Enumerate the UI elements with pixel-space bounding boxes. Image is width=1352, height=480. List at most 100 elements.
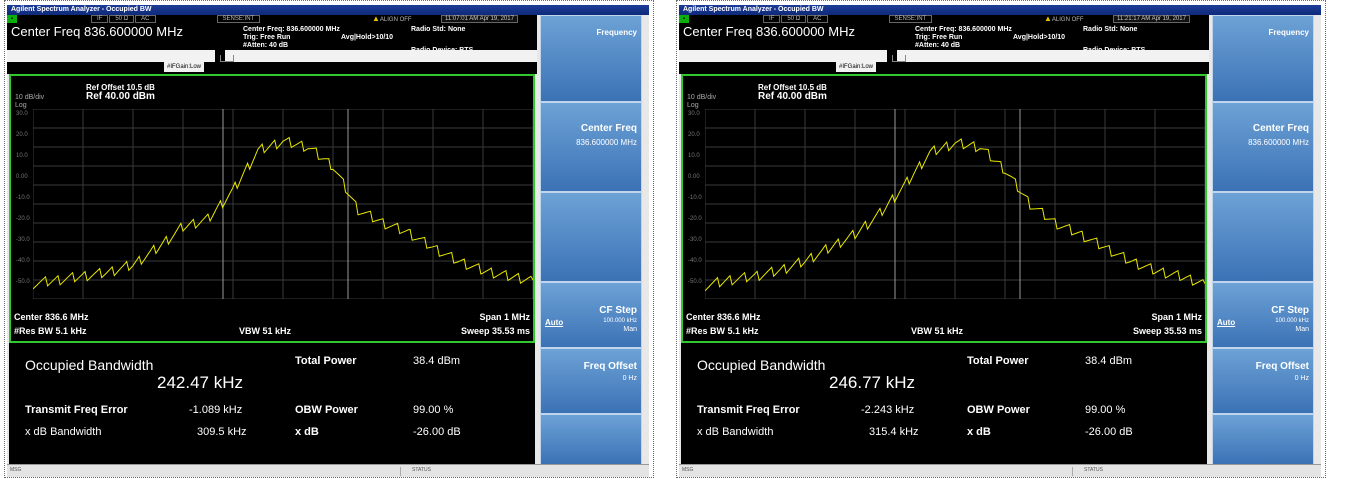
center-freq-softkey[interactable]: Center Freq 836.600000 MHz	[1212, 102, 1314, 192]
measurement-header: ▪ IF 50 Ω AC SENSE:INT ▲ALIGN OFF 11:21:…	[679, 15, 1209, 74]
y-tick-label: 10.0	[688, 153, 700, 159]
reference-info: Ref Offset 10.5 dB Ref 40.00 dBm	[758, 83, 827, 102]
softkey-panel: Frequency Center Freq 836.600000 MHz CF …	[1212, 15, 1314, 465]
occupied-bw-label: Occupied Bandwidth	[25, 357, 154, 373]
scale-per-div: 10 dB/div	[687, 94, 717, 101]
xdb-label: x dB	[967, 426, 991, 438]
header-strip-left	[7, 50, 215, 62]
center-label: Center 836.6 MHz	[14, 312, 89, 322]
center-freq-small: Center Freq: 836.600000 MHz	[915, 26, 1012, 33]
center-freq-softkey[interactable]: Center Freq 836.600000 MHz	[540, 102, 642, 192]
cf-step-value: 100.000 kHz	[1275, 318, 1309, 324]
spectrum-plot[interactable]: Ref Offset 10.5 dB Ref 40.00 dBm 10 dB/d…	[9, 74, 535, 343]
impedance-cell: 50 Ω	[781, 15, 807, 23]
center-freq-softkey-value: 836.600000 MHz	[1248, 138, 1309, 147]
if-gain: #IFGain:Low	[836, 62, 877, 72]
obw-power-label: OBW Power	[295, 404, 358, 416]
impedance-cell: 50 Ω	[109, 15, 135, 23]
status-box: STATUS	[412, 467, 431, 473]
reference-info: Ref Offset 10.5 dB Ref 40.00 dBm	[86, 83, 155, 102]
ref-offset: Ref Offset 10.5 dB	[86, 83, 155, 92]
msg-box: MSG	[679, 467, 1073, 476]
blank-softkey[interactable]	[540, 414, 642, 465]
y-tick-label: -20.0	[16, 216, 30, 222]
status-bar: MSG STATUS	[7, 464, 649, 477]
y-tick-label: -10.0	[16, 195, 30, 201]
if-gain: #IFGain:Low	[164, 62, 205, 72]
sweep-label: Sweep 35.53 ms	[460, 326, 530, 336]
tx-freq-error-value: -2.243 kHz	[861, 404, 915, 416]
y-tick-label: -40.0	[688, 258, 702, 264]
center-freq-softkey-label: Center Freq	[580, 123, 637, 134]
scale-info: 10 dB/div Log	[15, 94, 44, 110]
occupied-bw-label: Occupied Bandwidth	[697, 357, 826, 373]
total-power-value: 38.4 dBm	[1085, 355, 1133, 367]
y-tick-label: 0.00	[688, 174, 700, 180]
timestamp: 11:07:01 AM Apr 19, 2017	[441, 15, 518, 23]
attenuation: #Atten: 40 dB	[915, 42, 961, 49]
analyzer-screenshot-frame: Agilent Spectrum Analyzer - Occupied BW …	[676, 0, 1326, 478]
cf-step-softkey[interactable]: CF Step 100.000 kHz Man Auto	[540, 282, 642, 348]
occupied-bw-value: 242.47 kHz	[157, 373, 243, 392]
span-label: Span 1 MHz	[479, 312, 530, 322]
warning-icon: ▲	[372, 14, 380, 23]
coupling-cell: AC	[135, 15, 156, 23]
window-title: Agilent Spectrum Analyzer - Occupied BW	[7, 5, 649, 15]
cf-step-mode: Man	[623, 326, 637, 333]
blank-softkey[interactable]	[1212, 414, 1314, 465]
sense-cell: SENSE:INT	[888, 15, 933, 23]
freq-offset-softkey[interactable]: Freq Offset 0 Hz	[540, 348, 642, 414]
y-tick-label: -40.0	[16, 258, 30, 264]
res-bw-label: #Res BW 5.1 kHz	[14, 326, 87, 336]
vbw-label: VBW 51 kHz	[911, 326, 964, 336]
span-label: Span 1 MHz	[1151, 312, 1202, 322]
spectrum-trace	[705, 138, 1205, 292]
center-freq-title[interactable]: Center Freq 836.600000 MHz	[683, 24, 855, 39]
blank-softkey[interactable]	[1212, 192, 1314, 282]
center-freq-softkey-value: 836.600000 MHz	[576, 138, 637, 147]
avg-hold: Avg|Hold>10/10	[341, 34, 394, 41]
center-freq-softkey-label: Center Freq	[1252, 123, 1309, 134]
obw-power-value: 99.00 %	[413, 404, 454, 416]
radio-std: Radio Std: None	[411, 26, 466, 33]
sense-cell: SENSE:INT	[216, 15, 261, 23]
cf-step-auto[interactable]: Auto	[1217, 318, 1236, 327]
y-tick-label: -30.0	[16, 237, 30, 243]
tx-freq-error-label: Transmit Freq Error	[697, 404, 800, 416]
y-tick-label: 30.0	[16, 111, 28, 117]
scale-per-div: 10 dB/div	[15, 94, 45, 101]
header-strip-right	[897, 50, 1209, 62]
vbw-label: VBW 51 kHz	[239, 326, 292, 336]
cf-step-auto[interactable]: Auto	[545, 318, 564, 327]
swap-icon	[892, 55, 906, 62]
frequency-menu-title: Frequency	[596, 28, 637, 37]
if-cell: IF	[91, 15, 109, 23]
y-tick-label: -50.0	[688, 279, 702, 285]
xdb-bw-label: x dB Bandwidth	[25, 426, 102, 438]
status-bar: MSG STATUS	[679, 464, 1321, 477]
tx-freq-error-label: Transmit Freq Error	[25, 404, 128, 416]
xdb-bw-label: x dB Bandwidth	[697, 426, 774, 438]
freq-offset-softkey[interactable]: Freq Offset 0 Hz	[1212, 348, 1314, 414]
align-text: ALIGN OFF	[1051, 17, 1084, 23]
ref-level: Ref 40.00 dBm	[86, 91, 155, 102]
trigger-settings: Center Freq: 836.600000 MHz Trig: Free R…	[243, 26, 340, 50]
timestamp: 11:21:17 AM Apr 19, 2017	[1113, 15, 1190, 23]
cf-step-softkey[interactable]: CF Step 100.000 kHz Man Auto	[1212, 282, 1314, 348]
spectrum-chart	[33, 109, 533, 299]
frequency-menu-title: Frequency	[1268, 28, 1309, 37]
softkey-panel: Frequency Center Freq 836.600000 MHz CF …	[540, 15, 642, 465]
total-power-label: Total Power	[967, 355, 1029, 367]
xdb-value: -26.00 dB	[1085, 426, 1133, 438]
blank-softkey[interactable]	[540, 192, 642, 282]
align-status: ▲ALIGN OFF	[1044, 15, 1084, 24]
swap-icon	[220, 55, 234, 62]
analyzer-window: Agilent Spectrum Analyzer - Occupied BW …	[7, 5, 649, 477]
log-label: Log	[687, 102, 699, 109]
spectrum-plot[interactable]: Ref Offset 10.5 dB Ref 40.00 dBm 10 dB/d…	[681, 74, 1207, 343]
center-freq-title[interactable]: Center Freq 836.600000 MHz	[11, 24, 183, 39]
scale-info: 10 dB/div Log	[687, 94, 716, 110]
xdb-label: x dB	[295, 426, 319, 438]
freq-offset-value: 0 Hz	[1294, 375, 1309, 382]
header-strip-right	[225, 50, 537, 62]
